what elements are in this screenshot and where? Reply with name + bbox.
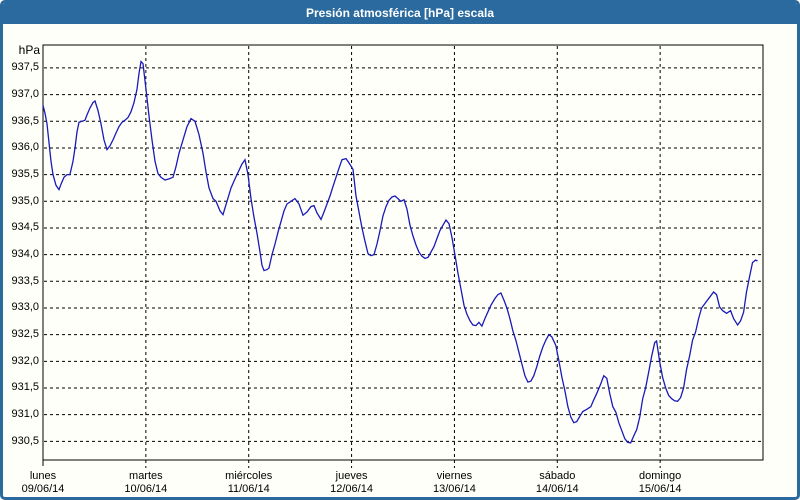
y-tick-label: 933,5 [11,274,39,287]
y-tick-label: 932,5 [11,328,39,341]
x-tick-label: lunes 09/06/14 [3,470,95,496]
x-tick-label: miércoles 11/06/14 [197,470,301,496]
x-tick-date: 13/06/14 [433,483,476,495]
x-tick-date: 10/06/14 [124,483,168,495]
x-tick-label: sábado 14/06/14 [505,470,609,496]
y-tick-label: 935,0 [11,194,39,207]
x-tick-label: jueves 12/06/14 [300,470,404,496]
chart-title: Presión atmosférica [hPa] escala [305,6,495,20]
x-tick-date: 09/06/14 [21,483,65,495]
title-bar: Presión atmosférica [hPa] escala [3,3,797,24]
x-tick-date: 15/06/14 [638,483,682,495]
x-tick-day: martes [129,470,163,482]
x-tick-date: 12/06/14 [330,483,373,495]
y-tick-label: 936,0 [11,141,39,154]
y-tick-label: 932,0 [11,354,39,367]
x-tick-date: 11/06/14 [227,483,270,495]
x-tick-day: sábado [539,470,576,482]
x-tick-day: jueves [335,470,368,482]
y-tick-label: 930,5 [11,434,39,447]
y-tick-label: 937,5 [11,61,39,74]
y-axis-unit-label: hPa [18,43,40,57]
y-tick-label: 935,5 [11,168,39,181]
y-tick-label: 933,0 [11,301,39,314]
x-tick-label: viernes 13/06/14 [402,470,506,496]
y-tick-label: 934,5 [11,221,39,234]
y-tick-label: 934,0 [11,248,39,261]
x-tick-day: miércoles [225,470,273,482]
x-tick-label: martes 10/06/14 [94,470,198,496]
y-tick-label: 931,0 [11,408,39,421]
pressure-series-line [42,60,758,444]
y-tick-label: 937,0 [11,88,39,101]
x-tick-day: viernes [436,470,473,482]
x-tick-day: lunes [29,470,57,482]
x-tick-date: 14/06/14 [535,483,579,495]
y-tick-label: 936,5 [11,114,39,127]
x-tick-label: domingo 15/06/14 [608,470,712,496]
x-tick-day: domingo [639,470,682,482]
pressure-chart [42,44,764,468]
y-tick-label: 931,5 [11,381,39,394]
plot-border [42,44,764,461]
